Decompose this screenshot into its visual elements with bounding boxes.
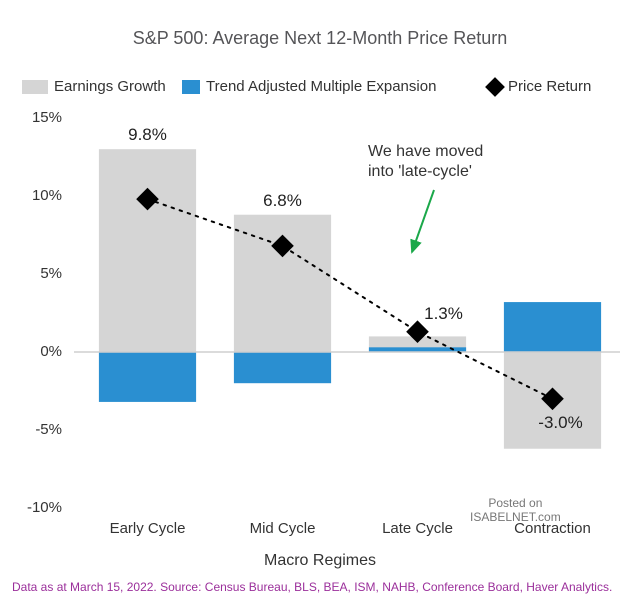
bar-earnings <box>99 149 196 352</box>
x-tick: Mid Cycle <box>250 520 316 537</box>
posted-on: Posted onISABELNET.com <box>470 497 561 525</box>
price-return-label: 6.8% <box>263 191 302 211</box>
annotation-arrow <box>412 190 434 252</box>
x-tick: Early Cycle <box>110 520 186 537</box>
price-return-line <box>148 199 553 399</box>
price-return-label: 9.8% <box>128 125 167 145</box>
bar-multiple <box>234 352 331 383</box>
price-return-label: -3.0% <box>538 413 582 433</box>
x-tick: Late Cycle <box>382 520 453 537</box>
annotation-text: We have moved into 'late-cycle' <box>368 142 483 182</box>
x-axis-label: Macro Regimes <box>0 552 640 570</box>
bar-multiple <box>99 352 196 402</box>
price-return-label: 1.3% <box>424 304 463 324</box>
source-text: Data as at March 15, 2022. Source: Censu… <box>12 580 612 594</box>
bar-multiple <box>504 302 601 352</box>
